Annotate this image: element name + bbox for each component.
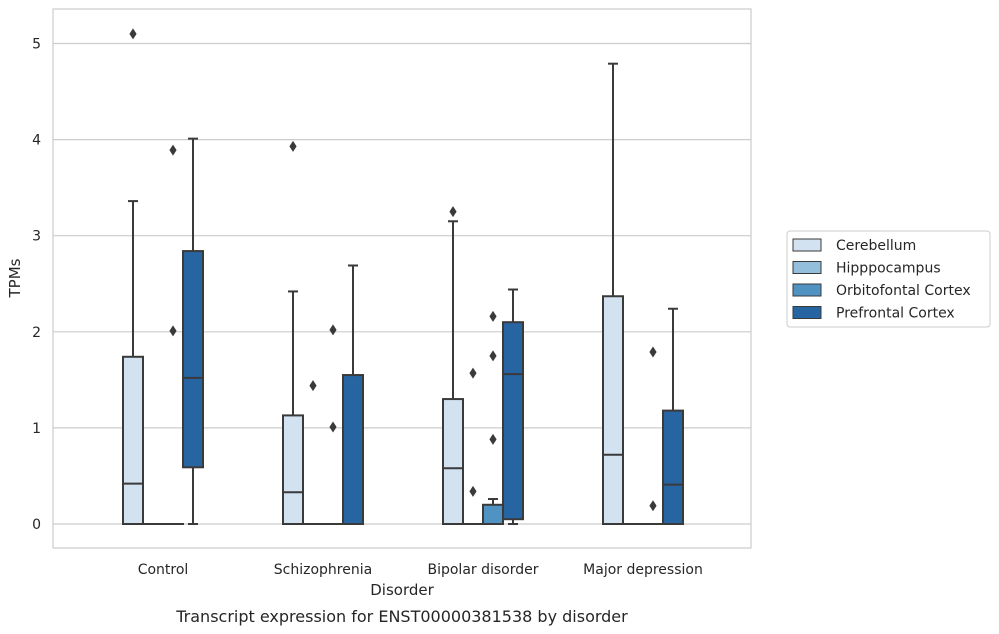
legend-swatch <box>792 238 822 252</box>
box-cerebellum <box>442 206 464 526</box>
box-cerebellum <box>122 28 144 526</box>
box-body <box>442 398 464 526</box>
outlier-point <box>449 206 457 218</box>
box-prefrontal-cortex <box>342 264 364 526</box>
boxes-layer <box>122 28 684 526</box>
box-prefrontal-cortex <box>662 307 684 525</box>
box-prefrontal-cortex <box>182 137 204 525</box>
plot-background <box>53 9 751 548</box>
outlier-point <box>649 500 657 512</box>
outlier-point <box>489 310 497 322</box>
box-orbitofontal-cortex <box>162 144 184 526</box>
legend-frame <box>786 230 991 328</box>
outlier-point <box>289 140 297 152</box>
y-tick-label: 2 <box>32 325 41 341</box>
outlier-point <box>649 346 657 358</box>
legend-label: Orbitofontal Cortex <box>836 283 971 299</box>
chart-title: Transcript expression for ENST0000038153… <box>175 607 628 626</box>
y-tick-label: 4 <box>32 133 41 149</box>
legend-label: Cerebellum <box>836 238 916 254</box>
box-body <box>342 374 364 526</box>
x-tick-label: Control <box>138 562 189 578</box>
y-tick-labels: 0 1 2 3 4 5 <box>32 37 41 534</box>
y-tick-label: 5 <box>32 37 41 53</box>
outlier-point <box>489 350 497 362</box>
outlier-point <box>169 325 177 337</box>
box-body <box>182 250 204 469</box>
y-tick-label: 3 <box>32 229 41 245</box>
box-hipppocampus <box>462 367 484 526</box>
legend-label: Prefrontal Cortex <box>836 306 955 322</box>
outlier-point <box>489 433 497 445</box>
outlier-point <box>129 28 137 40</box>
box-body <box>482 503 504 525</box>
legend-swatch <box>792 306 822 319</box>
y-tick-label: 1 <box>32 421 41 437</box>
box-prefrontal-cortex <box>502 288 524 525</box>
box-orbitofontal-cortex <box>482 310 504 525</box>
outlier-point <box>469 485 477 497</box>
outlier-point <box>309 380 317 392</box>
box-body <box>282 414 304 526</box>
legend-swatch <box>792 261 822 274</box>
x-tick-label: Schizophrenia <box>274 562 372 578</box>
plot-frame <box>52 8 752 549</box>
box-hipppocampus <box>302 380 324 526</box>
x-tick-labels: Control Schizophrenia Bipolar disorder Majo… <box>138 562 703 578</box>
legend-label: Hipppocampus <box>836 261 941 277</box>
box-body <box>122 355 144 526</box>
x-tick-label: Major depression <box>583 562 703 578</box>
outlier-point <box>329 421 337 433</box>
box-cerebellum <box>602 62 624 526</box>
outlier-point <box>169 144 177 156</box>
outlier-point <box>469 367 477 379</box>
outlier-point <box>329 324 337 336</box>
legend: Cerebellum Hipppocampus Orbitofontal Corte… <box>786 230 991 328</box>
box-cerebellum <box>282 140 304 526</box>
box-body <box>602 295 624 526</box>
x-axis-title: Disorder <box>370 581 434 599</box>
x-tick-label: Bipolar disorder <box>427 562 538 578</box>
y-axis-title: TPMs <box>6 258 24 298</box>
legend-swatch <box>792 283 822 297</box>
box-body <box>502 321 524 521</box>
box-body <box>662 409 684 525</box>
y-tick-label: 0 <box>32 517 41 533</box>
